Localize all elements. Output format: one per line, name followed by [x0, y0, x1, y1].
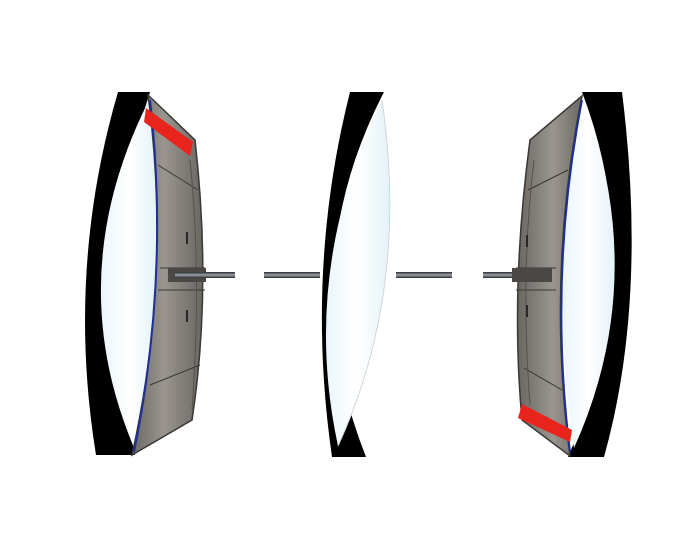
- right-blue-edge: [560, 99, 583, 453]
- center-lens: [321, 92, 391, 457]
- left-housing-slot: [186, 232, 188, 244]
- center-lens-glass: [325, 100, 390, 446]
- right-housing-seam: [527, 169, 569, 191]
- left-connector-rod: [175, 272, 235, 278]
- left-lens-assembly: [85, 92, 206, 457]
- right-mount-plate: [512, 268, 552, 282]
- left-housing-seam: [157, 164, 199, 191]
- right-red-band: [518, 404, 572, 442]
- left-blue-edge: [133, 99, 159, 453]
- right-housing-seam: [523, 367, 563, 391]
- right-lens-glass: [563, 100, 615, 448]
- right-housing-slot: [526, 235, 528, 247]
- left-housing-slot: [186, 310, 188, 322]
- left-lens-edge: [85, 92, 150, 455]
- right-housing-slot: [526, 305, 528, 317]
- left-housing-seam: [149, 364, 201, 386]
- left-red-band: [144, 108, 193, 156]
- right-lens-assembly: [512, 92, 632, 458]
- center-right-connector-rod: [396, 272, 452, 278]
- center-lens-rim: [337, 99, 391, 447]
- center-left-connector-rod: [264, 272, 320, 278]
- right-lens-edge: [568, 92, 632, 457]
- left-lens-glass: [100, 98, 158, 450]
